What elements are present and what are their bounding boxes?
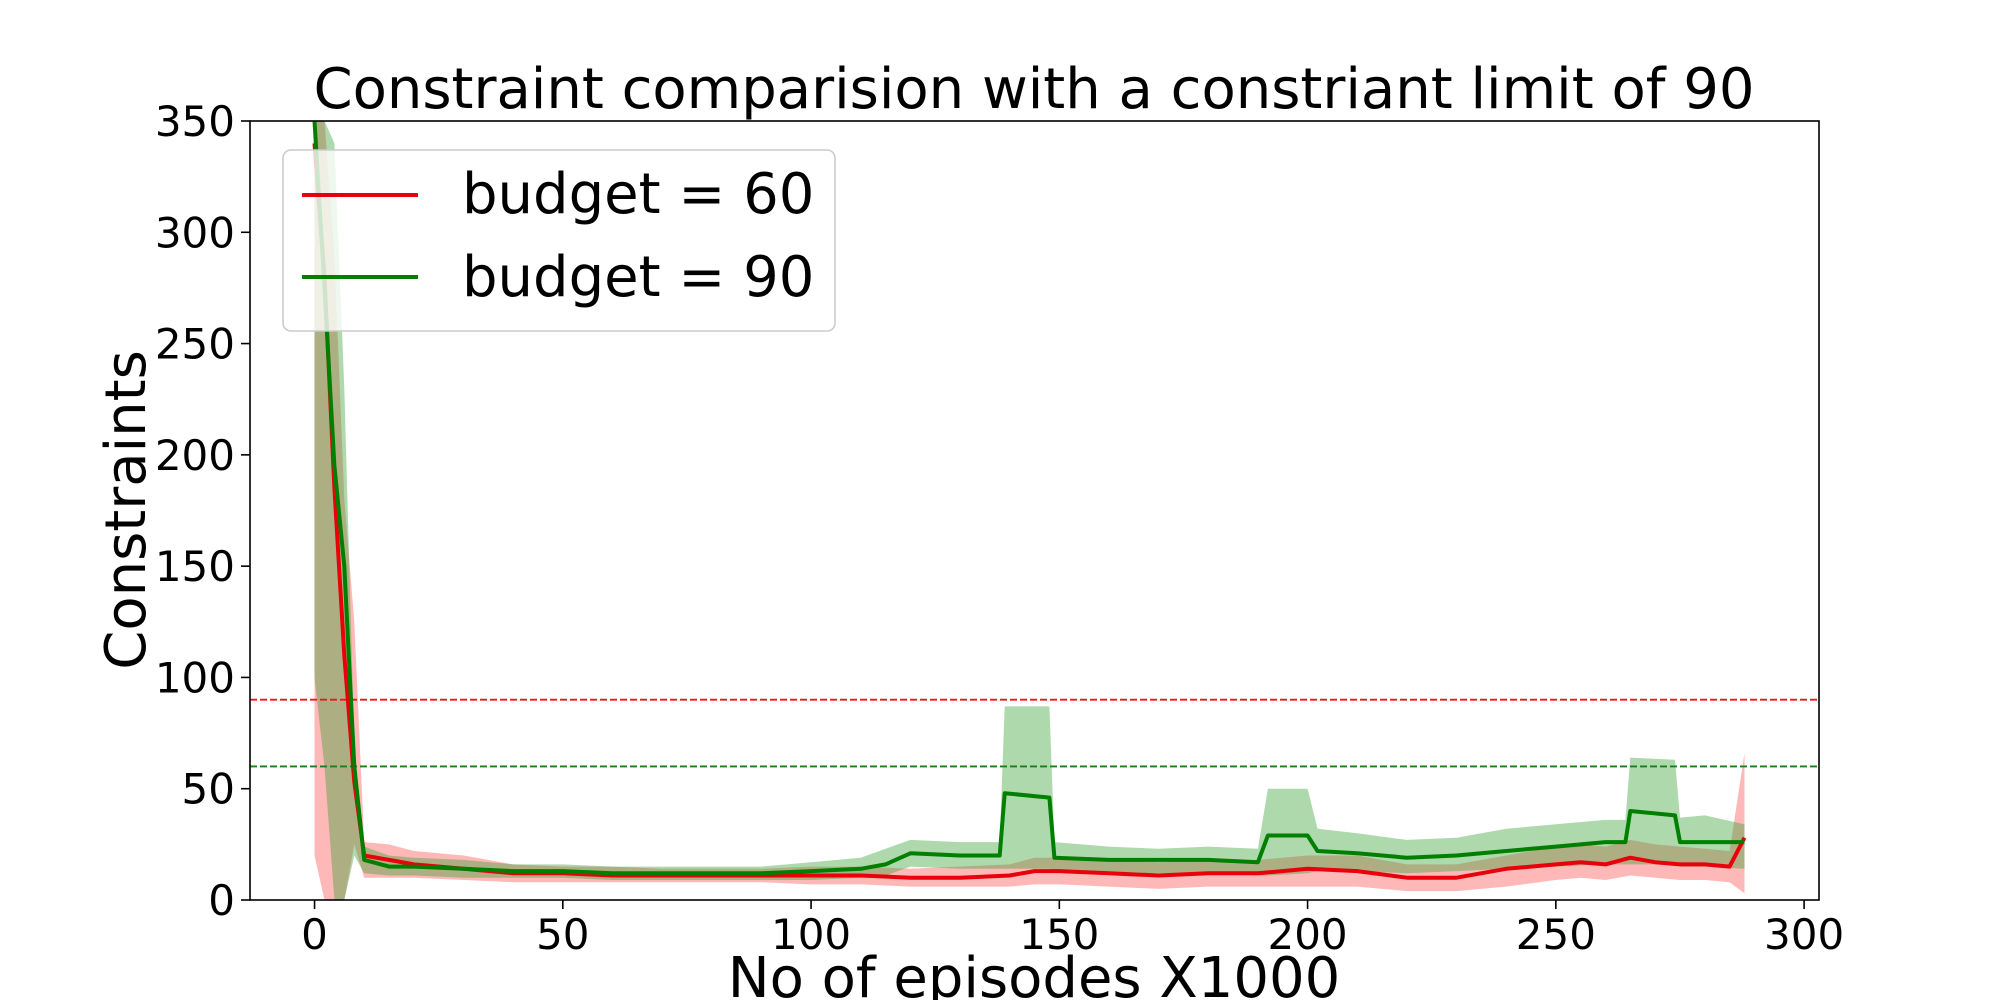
y-tick-label: 250	[155, 320, 235, 369]
y-axis-label: Constraints	[94, 350, 159, 670]
x-tick-label: 0	[301, 910, 328, 959]
y-tick-label: 100	[155, 653, 235, 702]
x-tick-label: 250	[1516, 910, 1596, 959]
legend-label-budget-60: budget = 60	[462, 162, 814, 227]
x-tick-label: 50	[536, 910, 589, 959]
y-tick-label: 350	[155, 97, 235, 146]
legend: budget = 60 budget = 90	[283, 150, 835, 331]
y-tick-label: 150	[155, 542, 235, 591]
x-axis-label: No of episodes X1000	[728, 946, 1341, 1000]
y-tick-label: 200	[155, 431, 235, 480]
y-tick-label: 50	[182, 765, 235, 814]
x-tick-label: 300	[1764, 910, 1844, 959]
y-tick-label: 300	[155, 208, 235, 257]
y-tick-label: 0	[208, 876, 235, 925]
legend-label-budget-90: budget = 90	[462, 245, 814, 310]
y-axis-ticks: 0 50 100 150 200 250 300 350	[155, 97, 250, 925]
chart-title: Constraint comparision with a constriant…	[313, 57, 1754, 122]
